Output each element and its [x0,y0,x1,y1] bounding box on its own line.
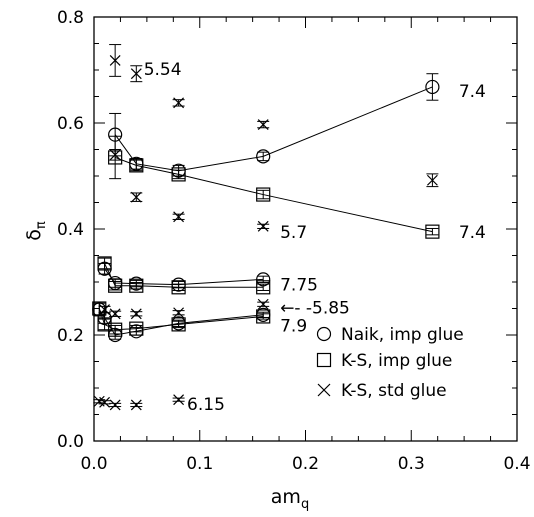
data-point-square [171,317,186,332]
annotations: 5.54 7.4 5.7 7.4 7.75←- -5.857.9 6.15 [144,60,486,415]
y-tick-label: 0.4 [57,220,84,240]
series-lines [98,86,433,336]
data-point-cross [257,220,269,232]
y-axis-label: δπ [23,221,49,241]
data-markers [92,55,440,411]
data-point-square [256,309,271,324]
data-point-cross [130,68,142,80]
data-point-cross [257,119,269,131]
data-point-square [256,280,271,295]
data-point-square [425,224,440,239]
annotation-label: 5.7 [280,223,307,243]
data-point-cross [173,211,185,223]
data-point-cross [109,399,121,411]
y-tick-label: 0.8 [57,8,84,28]
annotation-label: ←- -5.85 [280,298,350,318]
series-line [114,86,433,172]
data-point-cross [99,304,110,315]
annotation-label: 7.4 [459,223,486,243]
legend-square-marker [316,352,332,368]
legend-circle-marker [316,326,332,342]
legend-label-naik: Naik, imp glue [341,325,464,345]
data-point-circle [256,272,271,287]
legend-label-ks-imp: K-S, imp glue [341,351,452,371]
annotation-label: 5.54 [144,60,182,80]
data-point-square [129,158,144,173]
data-point-cross [257,298,269,310]
y-tick-label: 0.0 [57,432,84,452]
series-line [98,309,264,336]
data-point-circle [108,127,123,142]
annotation-label: 6.15 [187,395,225,415]
x-tick-label: 0.1 [186,454,213,474]
data-point-square [108,322,123,337]
series-line [104,268,264,286]
data-point-circle [425,79,440,95]
data-point-cross [130,191,142,203]
data-point-square [129,278,144,293]
data-point-cross [173,307,185,319]
legend-label-ks-std: K-S, std glue [341,381,447,401]
legend: Naik, imp glue K-S, imp glue K-S, std gl… [316,325,464,401]
data-point-circle [256,149,271,164]
x-tick-label: 0.0 [80,454,107,474]
tick-labels: 0.0 0.1 0.2 0.3 0.4 0.0 0.2 0.4 0.6 0.8 [57,8,531,474]
error-bars [93,44,439,408]
data-point-square [108,278,123,293]
series-line [98,308,264,331]
data-point-cross [426,174,438,186]
data-point-cross [109,308,121,320]
data-point-square [108,150,123,165]
data-point-square [97,317,112,332]
annotation-label: 7.75 [280,276,318,296]
data-point-cross [130,308,142,320]
data-point-square [97,256,112,271]
data-point-cross [173,394,185,406]
data-point-square [256,187,271,202]
x-tick-label: 0.3 [398,454,425,474]
data-point-cross [109,55,121,66]
data-point-square [171,167,186,182]
annotation-label: 7.4 [459,82,486,102]
data-point-square [129,321,144,336]
data-point-square [171,280,186,295]
y-tick-label: 0.2 [57,326,84,346]
x-axis-label: amq [271,486,309,512]
axis-ticks [93,16,518,442]
x-tick-label: 0.2 [292,454,319,474]
data-point-cross [130,399,142,411]
data-point-cross [99,396,110,408]
annotation-label: 7.9 [280,316,307,336]
x-tick-label: 0.4 [503,454,530,474]
y-tick-label: 0.6 [57,114,84,134]
data-point-cross [173,97,185,109]
data-point-cross [109,149,121,161]
legend-cross-marker [317,383,331,397]
